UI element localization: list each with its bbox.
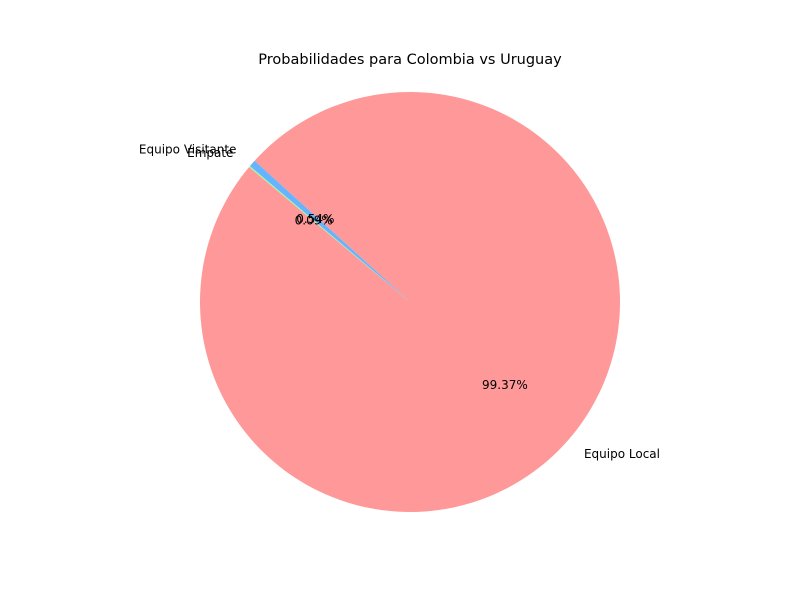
slice-pct-2: 0.09% (295, 214, 333, 228)
slice-pct-1: 0.54% (296, 212, 334, 226)
slice-label-0: Equipo Local (584, 447, 660, 461)
slice-label-2: Empate (187, 146, 233, 160)
pie-slice-2 (249, 166, 410, 302)
slice-pct-0: 99.37% (482, 378, 528, 392)
slice-label-1: Equipo Visitante (139, 143, 237, 157)
chart-title: Probabilidades para Colombia vs Uruguay (258, 52, 562, 68)
pie-slice-0 (200, 91, 621, 512)
pie-slice-1 (249, 160, 410, 302)
